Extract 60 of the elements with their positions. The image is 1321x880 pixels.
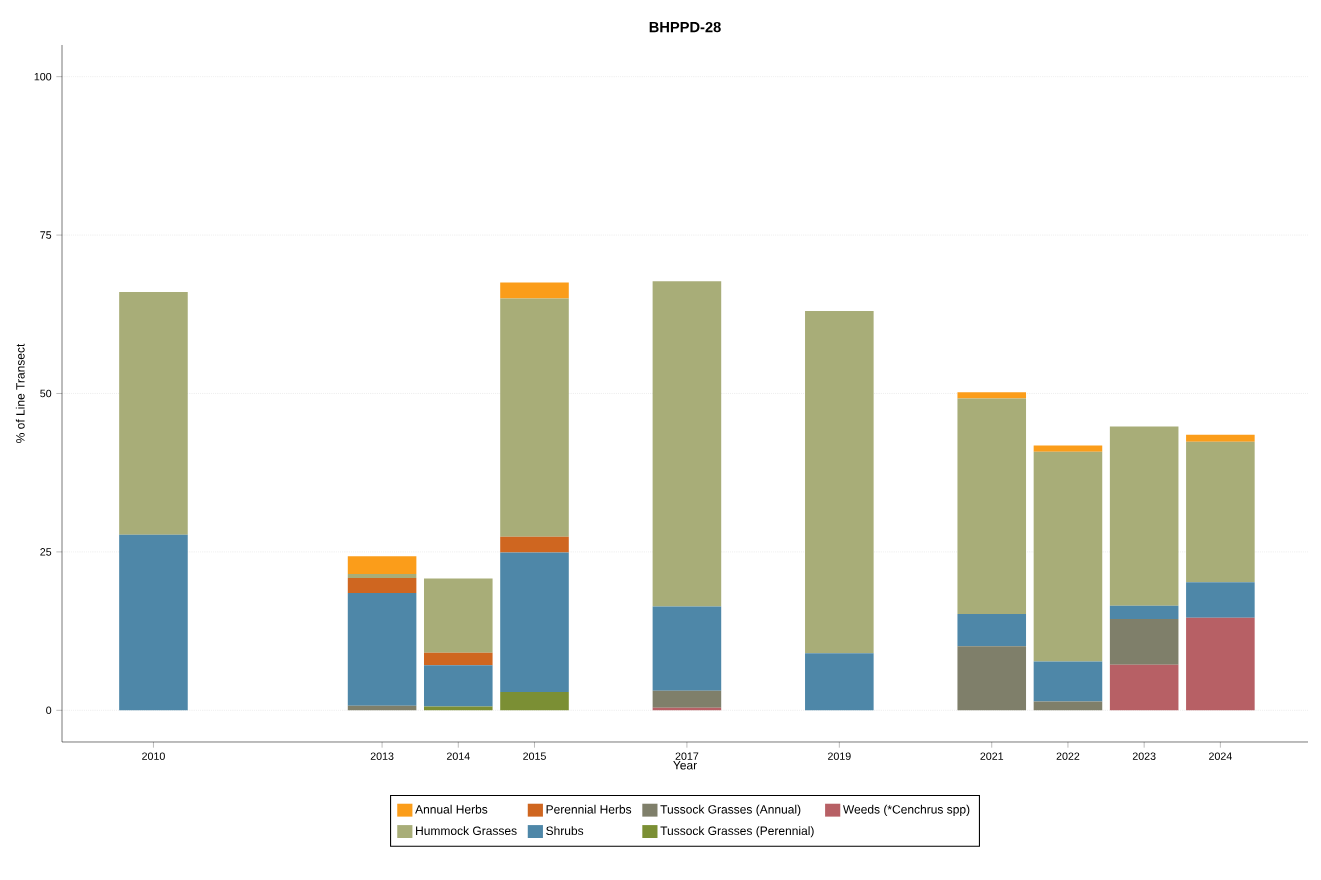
bar	[347, 593, 417, 706]
bar	[347, 574, 417, 578]
chart-title: BHPPD-28	[649, 21, 721, 33]
bar	[1186, 441, 1255, 583]
bar	[1033, 445, 1103, 452]
bar	[1033, 701, 1103, 711]
bar	[500, 691, 569, 711]
y-tick-label: 25	[40, 548, 52, 556]
y-tick-label: 100	[34, 72, 52, 81]
bar	[1033, 661, 1103, 702]
bar	[119, 292, 188, 535]
bar	[1109, 426, 1179, 606]
bar	[500, 536, 569, 553]
y-tick-label: 50	[40, 389, 52, 398]
legend-label: Hummock Grasses	[416, 826, 517, 836]
bar	[805, 653, 874, 711]
legend-label: Tussock Grasses (Perennial)	[660, 826, 814, 838]
bar	[652, 281, 722, 607]
bar	[119, 534, 188, 711]
bar	[424, 665, 493, 707]
bar	[500, 298, 569, 537]
x-tick-label: 2013	[370, 752, 394, 760]
bar	[652, 690, 722, 708]
bar	[500, 282, 569, 299]
x-tick-label: 2014	[446, 752, 470, 760]
bar	[1186, 582, 1255, 618]
x-tick-label: 2010	[142, 752, 165, 760]
x-tick-label: 2017	[675, 752, 699, 760]
x-tick-label: 2021	[980, 752, 1004, 760]
bar	[957, 398, 1027, 614]
y-tick-label: 75	[40, 231, 52, 239]
bar	[957, 392, 1027, 399]
legend-label: Weeds (*Cenchrus spp)	[843, 804, 970, 817]
bar	[805, 311, 874, 654]
bar	[652, 606, 722, 691]
bar	[957, 613, 1027, 647]
x-tick-label: 2019	[828, 752, 851, 760]
x-tick-label: 2015	[523, 752, 546, 760]
bar	[1033, 451, 1103, 662]
bar	[500, 552, 569, 692]
x-tick-label: 2022	[1056, 752, 1080, 760]
legend-label: Annual Herbs	[415, 804, 488, 814]
legend-label: Perennial Herbs	[546, 804, 632, 814]
y-axis-title: % of Line Transect	[15, 343, 25, 443]
bar	[1109, 619, 1179, 665]
bar	[1186, 434, 1255, 442]
x-axis-title: Year	[673, 761, 697, 770]
x-tick-label: 2024	[1209, 752, 1232, 760]
bar	[424, 652, 493, 666]
bar	[424, 578, 493, 653]
legend-label: Tussock Grasses (Annual)	[660, 804, 801, 817]
x-tick-label: 2023	[1132, 752, 1156, 760]
y-tick-label: 0	[46, 706, 52, 715]
bar	[957, 646, 1027, 711]
bar	[1109, 605, 1179, 620]
bar	[347, 577, 417, 594]
bar	[1186, 617, 1255, 711]
bar	[347, 556, 417, 575]
legend-label: Shrubs	[546, 826, 584, 836]
bar	[1109, 664, 1179, 711]
